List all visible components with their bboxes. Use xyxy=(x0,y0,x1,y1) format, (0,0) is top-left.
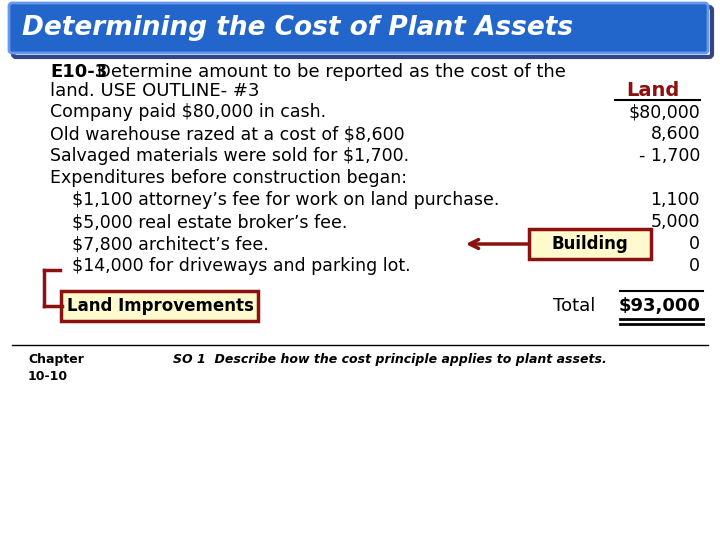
Text: SO 1  Describe how the cost principle applies to plant assets.: SO 1 Describe how the cost principle app… xyxy=(173,353,607,366)
Text: Determine amount to be reported as the cost of the: Determine amount to be reported as the c… xyxy=(97,63,566,81)
Text: Company paid $80,000 in cash.: Company paid $80,000 in cash. xyxy=(50,103,326,121)
Text: $7,800 architect’s fee.: $7,800 architect’s fee. xyxy=(72,235,269,253)
Text: E10-3: E10-3 xyxy=(50,63,107,81)
Text: $93,000: $93,000 xyxy=(618,297,700,315)
Text: Salvaged materials were sold for $1,700.: Salvaged materials were sold for $1,700. xyxy=(50,147,409,165)
Text: Building: Building xyxy=(552,235,629,253)
Text: $1,100 attorney’s fee for work on land purchase.: $1,100 attorney’s fee for work on land p… xyxy=(72,191,500,209)
Text: Chapter
10-10: Chapter 10-10 xyxy=(28,353,84,383)
FancyBboxPatch shape xyxy=(529,229,651,259)
Text: Total: Total xyxy=(553,297,595,315)
Text: 0: 0 xyxy=(689,235,700,253)
Text: 8,600: 8,600 xyxy=(650,125,700,143)
Text: Expenditures before construction began:: Expenditures before construction began: xyxy=(50,169,407,187)
Text: Land Improvements: Land Improvements xyxy=(66,297,253,315)
Text: Old warehouse razed at a cost of $8,600: Old warehouse razed at a cost of $8,600 xyxy=(50,125,405,143)
Text: land. USE OUTLINE- #3: land. USE OUTLINE- #3 xyxy=(50,82,259,100)
Text: - 1,700: - 1,700 xyxy=(639,147,700,165)
Text: 0: 0 xyxy=(689,257,700,275)
Text: $5,000 real estate broker’s fee.: $5,000 real estate broker’s fee. xyxy=(72,213,347,231)
Text: $14,000 for driveways and parking lot.: $14,000 for driveways and parking lot. xyxy=(72,257,410,275)
Text: 5,000: 5,000 xyxy=(650,213,700,231)
Text: 1,100: 1,100 xyxy=(650,191,700,209)
FancyBboxPatch shape xyxy=(61,291,258,321)
Text: Land: Land xyxy=(626,82,680,100)
Text: $80,000: $80,000 xyxy=(629,103,700,121)
FancyBboxPatch shape xyxy=(9,3,708,53)
Text: Determining the Cost of Plant Assets: Determining the Cost of Plant Assets xyxy=(22,15,573,41)
